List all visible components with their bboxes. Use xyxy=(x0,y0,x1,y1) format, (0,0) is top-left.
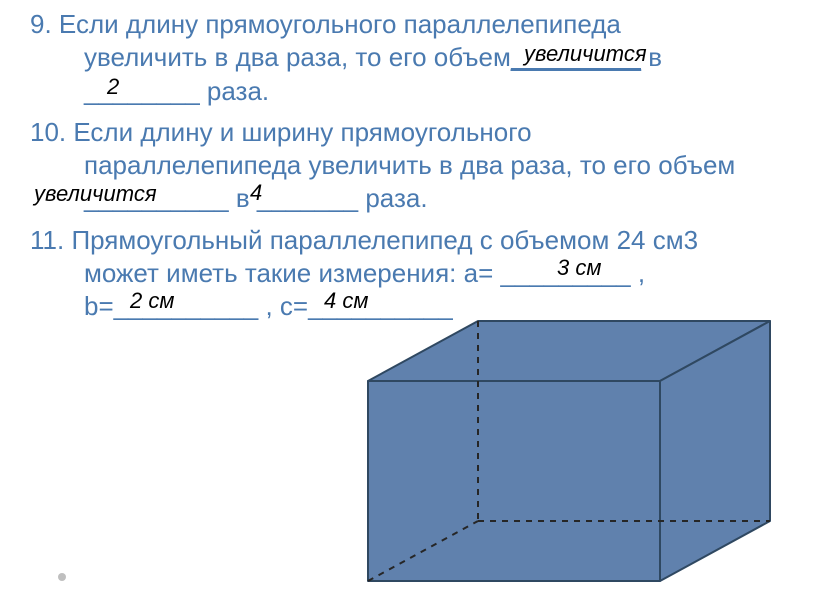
p10-blank2: _______ xyxy=(257,183,358,213)
p10-l3b: раза. xyxy=(358,183,427,213)
p9-l2a: увеличить в два раза, то его объем xyxy=(84,42,511,72)
p9-blank2: ________ xyxy=(84,76,200,106)
slide-content: 9. Если длину прямоугольного параллелепи… xyxy=(0,0,816,323)
p9-num: 9. xyxy=(30,9,59,39)
answer-11-b: 2 см xyxy=(130,288,174,314)
p11-l3a: b= xyxy=(84,291,114,321)
answer-10-action: увеличится xyxy=(34,181,157,207)
p11-l3b: , c= xyxy=(258,291,308,321)
slide-marker-dot xyxy=(58,573,66,581)
p10-l2a: параллелепипеда увеличить в два раза, то… xyxy=(84,150,735,180)
problem-9: 9. Если длину прямоугольного параллелепи… xyxy=(30,8,786,108)
p11-l2a: может иметь такие измерения: a= xyxy=(84,258,500,288)
p11-num: 11. xyxy=(30,225,71,255)
p10-num: 10. xyxy=(30,117,73,147)
cuboid-figure xyxy=(346,303,786,603)
cuboid-svg xyxy=(346,303,786,603)
p11-l2b: , xyxy=(631,258,645,288)
answer-11-a: 3 см xyxy=(557,255,601,281)
p9-l3a: раза. xyxy=(200,76,269,106)
answer-10-factor: 4 xyxy=(250,180,262,206)
p10-l1a: Если длину и ширину прямоугольного xyxy=(73,117,531,147)
p9-l1a: Если длину прямоугольного параллелепипед… xyxy=(59,9,621,39)
answer-9-action: увеличится xyxy=(524,41,647,67)
answer-9-factor: 2 xyxy=(107,74,119,100)
p11-l1a: Прямоугольный параллелепипед с объемом 2… xyxy=(71,225,698,255)
